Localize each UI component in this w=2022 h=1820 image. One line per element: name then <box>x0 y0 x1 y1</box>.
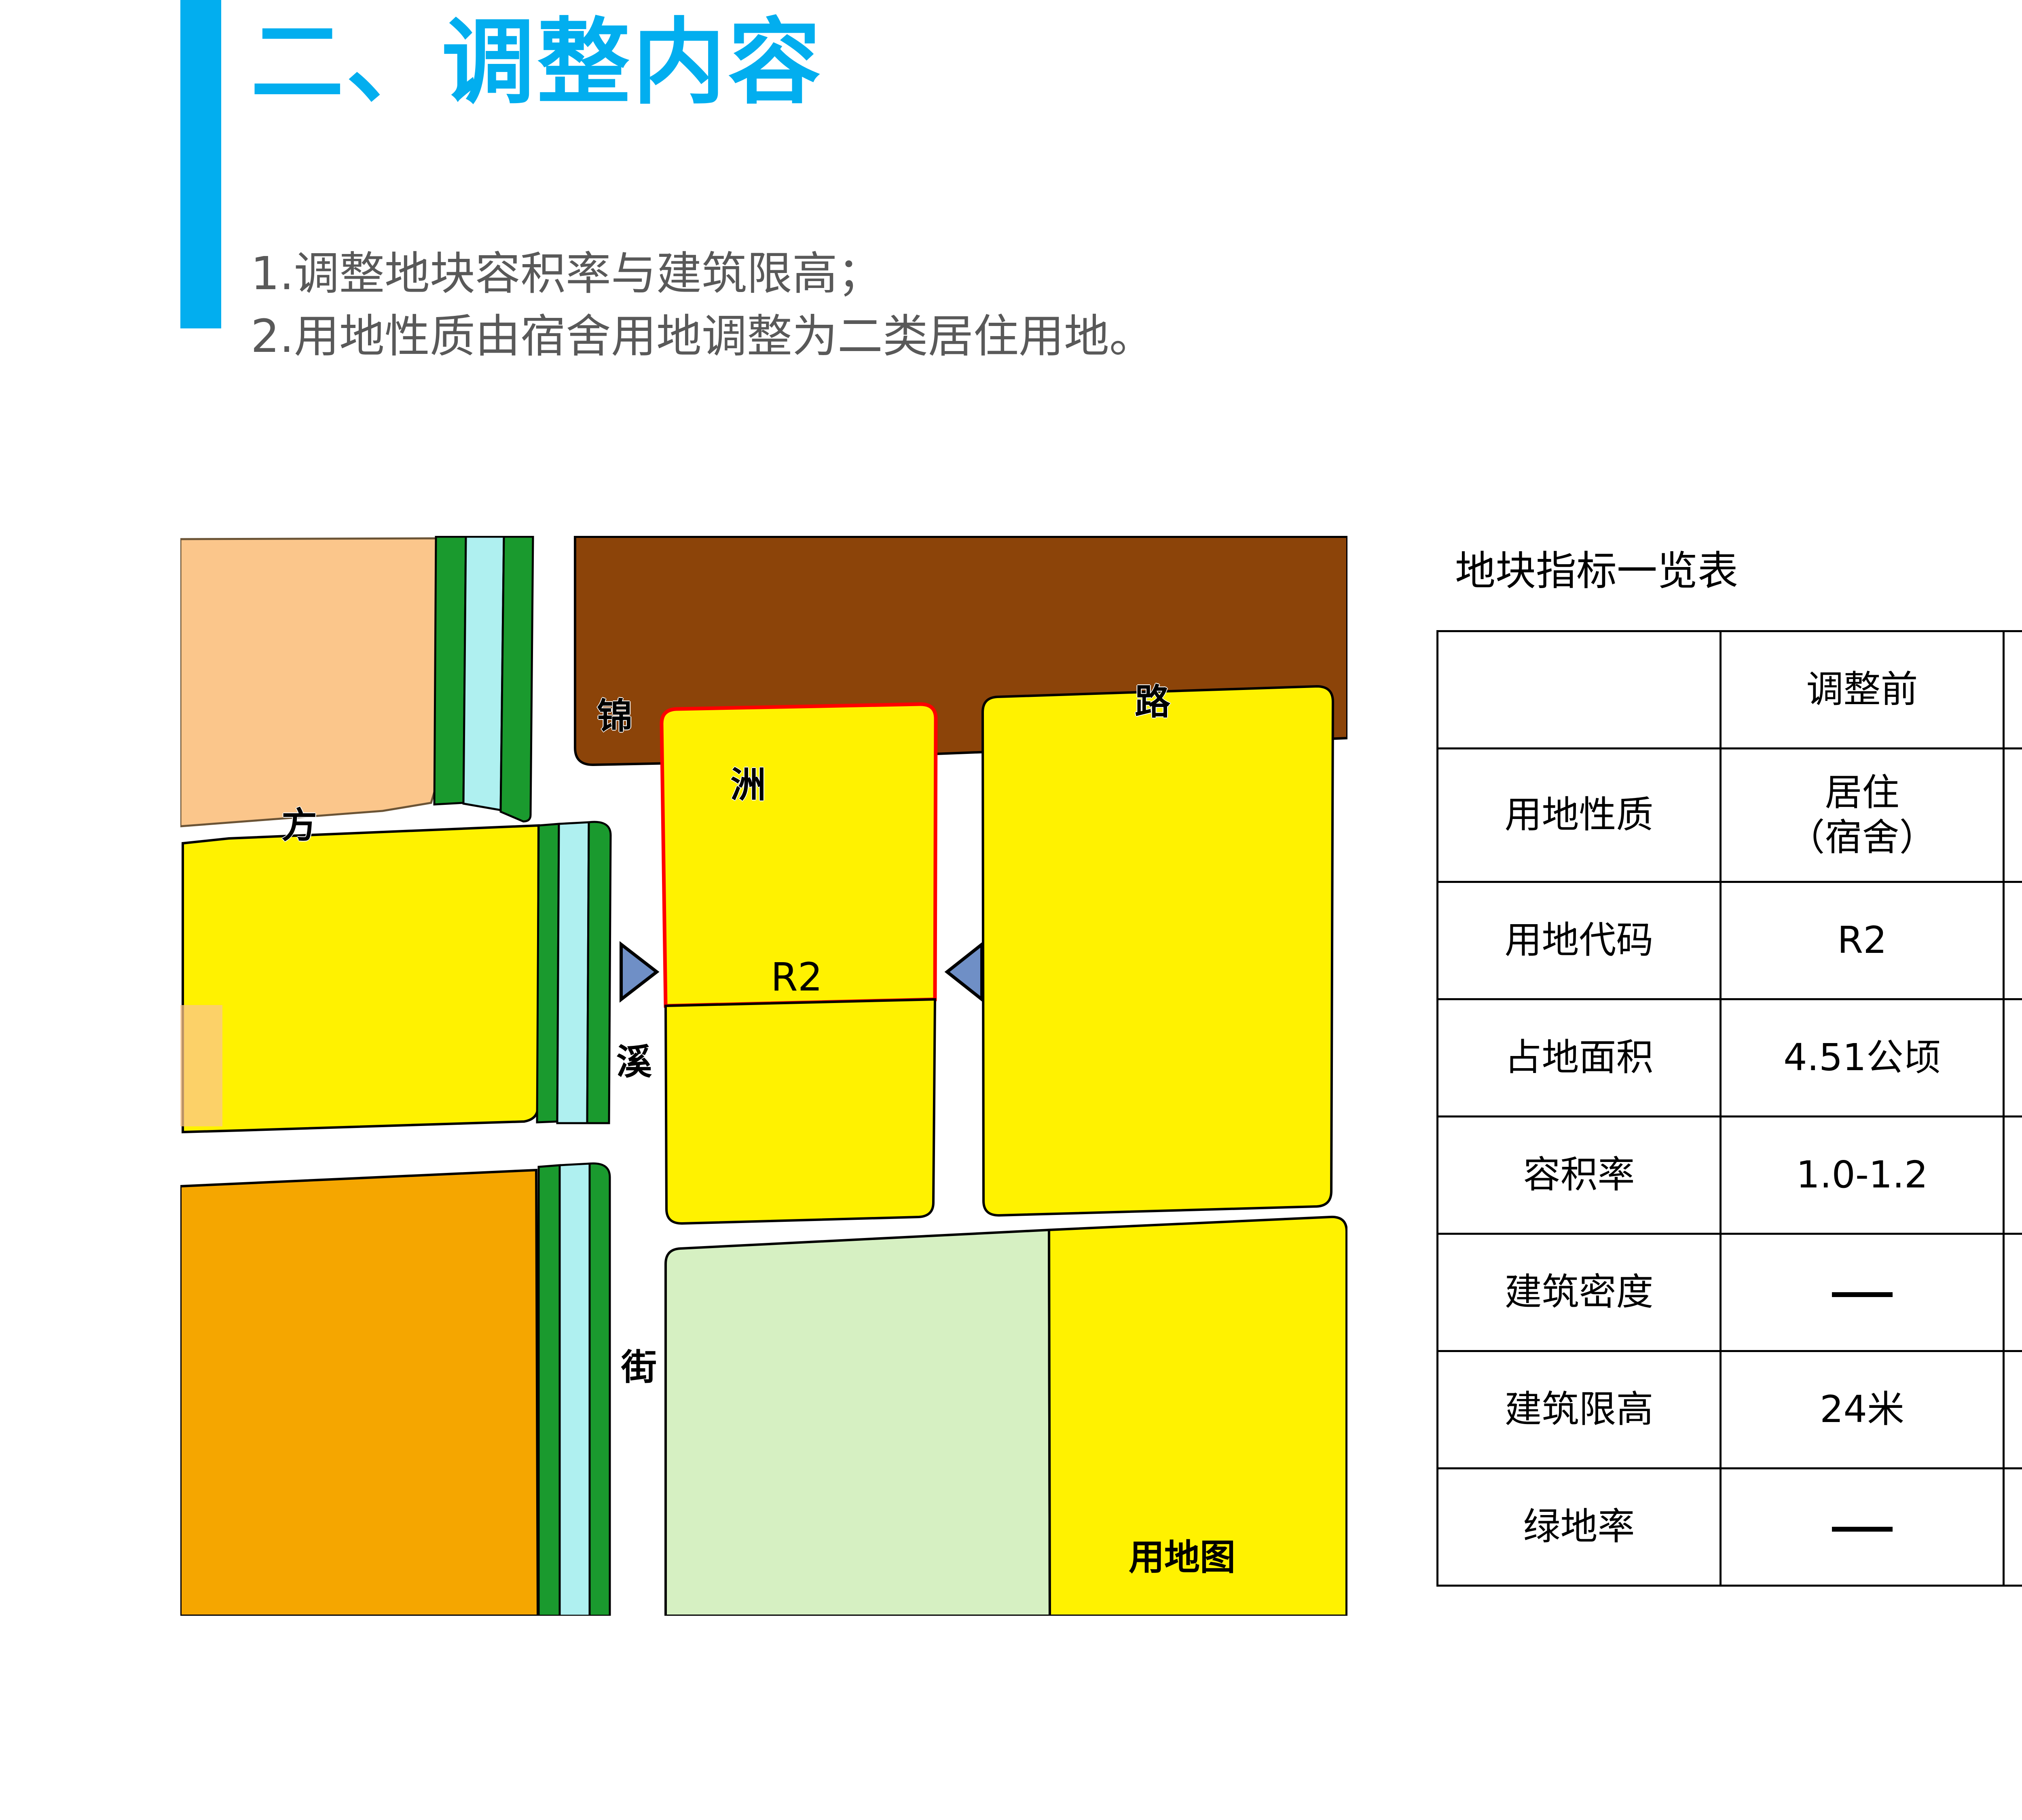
parcel-r2-highlight <box>660 702 938 1008</box>
row-value-after: R2 <box>2003 881 2022 1000</box>
header-cell-after: 调整后 <box>2003 630 2022 749</box>
greenbelt-bottom-right <box>588 1162 611 1616</box>
parcel-yellow-southeast <box>1047 1215 1347 1616</box>
row-value-before: R2 <box>1720 881 2005 1000</box>
street-label-fang: 方 <box>281 804 317 846</box>
street-label-xi: 溪 <box>616 1041 652 1083</box>
street-label-jin: 锦 <box>597 695 633 737</box>
table-row: 容积率 1.0-1.2 1.5 <box>1436 1115 2022 1235</box>
marker-triangle-left <box>620 941 660 1003</box>
street-label-lu: 路 <box>1135 681 1171 723</box>
row-label: 建筑限高 <box>1436 1350 1722 1469</box>
row-value-before: 4.51公顷 <box>1720 998 2005 1117</box>
table-row: 建筑限高 24米 60米 <box>1436 1350 2022 1469</box>
em-dash-icon <box>1832 1526 1893 1532</box>
summary-bullets: 1.调整地块容积率与建筑限高； 2.用地性质由宿舍用地调整为二类居住用地。 <box>251 243 1155 368</box>
greenbelt-upper-left <box>433 536 467 806</box>
summary-bullet-2: 2.用地性质由宿舍用地调整为二类居住用地。 <box>251 310 1155 363</box>
row-label: 用地性质 <box>1436 747 1722 883</box>
row-value-before <box>1720 1467 2005 1587</box>
table-title: 地块指标一览表 <box>1455 547 1738 595</box>
parcel-yellow-west <box>182 824 540 1134</box>
map-graphic <box>180 536 1347 1616</box>
table-row: 建筑密度 <box>1436 1233 2022 1352</box>
parcel-peach-inset <box>180 1005 222 1126</box>
summary-bullet-1: 1.调整地块容积率与建筑限高； <box>251 248 883 300</box>
row-value-after: 1.5 <box>2003 1115 2022 1235</box>
greenbelt-mid-left <box>536 823 560 1124</box>
stream-bottom <box>558 1162 591 1616</box>
greenbelt-mid-right <box>586 821 612 1124</box>
row-value-before: 24米 <box>1720 1350 2005 1469</box>
page-title: 二、调整内容 <box>251 9 824 117</box>
row-value-before <box>1720 1233 2005 1352</box>
row-label: 用地代码 <box>1436 881 1722 1000</box>
parcel-peach-upper-left <box>180 537 437 827</box>
row-value-after: 二类居住用地 <box>2003 747 2022 883</box>
row-value-after: 4.51公顷 <box>2003 998 2022 1117</box>
header-cell-blank <box>1436 630 1722 749</box>
stream-upper <box>462 536 505 811</box>
parcel-code-label: R2 <box>771 954 823 1000</box>
header-cell-before: 调整前 <box>1720 630 2005 749</box>
indicator-table: 调整前 调整后 用地性质 居住（宿舍） 二类居住用地 用地代码 R2 R2 占地… <box>1436 630 2022 1587</box>
row-label: 占地面积 <box>1436 998 1722 1117</box>
greenbelt-upper-right <box>499 536 534 823</box>
title-accent-bar <box>180 0 221 328</box>
row-value-after: 60米 <box>2003 1350 2022 1469</box>
street-label-jie: 街 <box>621 1346 657 1388</box>
row-label: 建筑密度 <box>1436 1233 1722 1352</box>
table-row: 用地性质 居住（宿舍） 二类居住用地 <box>1436 747 2022 883</box>
table-row: 绿地率 <box>1436 1467 2022 1587</box>
greenbelt-bottom-left <box>537 1164 561 1616</box>
table-row: 用地代码 R2 R2 <box>1436 881 2022 1000</box>
marker-triangle-right <box>944 941 984 1003</box>
stream-mid <box>556 821 590 1124</box>
row-value-after <box>2003 1467 2022 1587</box>
row-label: 绿地率 <box>1436 1467 1722 1587</box>
parcel-yellow-central-lower <box>664 998 937 1225</box>
map-caption: 用地图 <box>1129 1536 1236 1578</box>
row-value-before: 居住 （宿舍） <box>1720 747 2005 883</box>
row-value-after <box>2003 1233 2022 1352</box>
land-use-map[interactable]: 锦 洲 路 方 溪 街 R2 用地图 <box>180 536 1347 1616</box>
table-header-row: 调整前 调整后 <box>1436 630 2022 749</box>
table-row: 占地面积 4.51公顷 4.51公顷 <box>1436 998 2022 1117</box>
row-label: 容积率 <box>1436 1115 1722 1235</box>
row-value-before: 1.0-1.2 <box>1720 1115 2005 1235</box>
parcel-green-space <box>664 1228 1051 1616</box>
parcel-orange-commercial <box>180 1168 539 1616</box>
street-label-zhou: 洲 <box>730 764 766 806</box>
em-dash-icon <box>1832 1292 1893 1297</box>
parcel-yellow-east <box>981 685 1335 1217</box>
